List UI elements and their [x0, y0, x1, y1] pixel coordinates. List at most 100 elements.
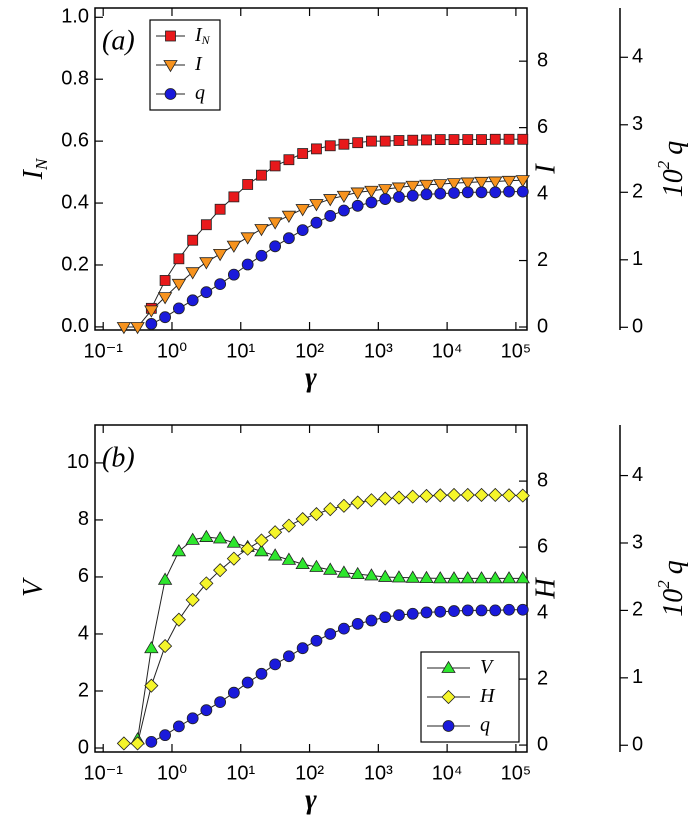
- y-tick-label: 4: [632, 464, 643, 486]
- marker: [159, 275, 171, 286]
- marker: [488, 487, 503, 503]
- legend-label: q: [195, 82, 205, 104]
- marker: [267, 548, 283, 561]
- marker: [503, 133, 515, 145]
- panel-label: (a): [102, 25, 135, 56]
- marker: [145, 318, 158, 330]
- marker: [323, 194, 338, 207]
- marker: [212, 531, 228, 544]
- x-tick-label: 10¹: [226, 762, 255, 784]
- marker: [448, 605, 460, 617]
- legend-label-main: V: [480, 656, 495, 678]
- marker: [338, 622, 350, 635]
- marker: [503, 185, 515, 198]
- marker: [501, 488, 517, 503]
- y-tick-label: 0: [78, 736, 89, 758]
- marker: [446, 178, 462, 191]
- marker: [434, 134, 446, 145]
- marker: [172, 720, 185, 733]
- marker: [254, 224, 269, 237]
- y-tick-label: 2: [78, 679, 89, 701]
- marker: [405, 489, 420, 504]
- y-axis-title: IN: [18, 157, 50, 180]
- y3-axis-title: 102 q: [654, 141, 690, 198]
- y-tick-label: 3: [632, 531, 643, 553]
- marker: [460, 177, 475, 190]
- x-tick-label: 10³: [364, 340, 393, 362]
- marker: [227, 686, 240, 699]
- y-tick-label: 0: [632, 734, 643, 756]
- marker: [309, 507, 324, 522]
- marker: [441, 689, 456, 705]
- marker: [269, 160, 281, 172]
- marker: [378, 569, 393, 582]
- legend-label-main: q: [480, 714, 490, 736]
- y-tick-label: 1: [632, 248, 643, 270]
- marker: [214, 278, 227, 290]
- marker: [173, 253, 185, 265]
- legend-label-main: H: [479, 685, 496, 707]
- marker: [489, 133, 501, 145]
- plot-frame: [94, 424, 528, 753]
- marker: [310, 634, 323, 647]
- legend-label-main: q: [195, 82, 205, 104]
- marker: [393, 135, 405, 146]
- marker: [461, 186, 474, 199]
- x-axis-title: γ: [305, 362, 317, 393]
- marker: [503, 603, 515, 616]
- x-tick-label: 10³: [364, 762, 393, 784]
- marker: [296, 224, 309, 236]
- marker: [309, 559, 324, 572]
- marker: [283, 154, 295, 166]
- marker: [405, 180, 420, 194]
- marker: [475, 186, 488, 199]
- panel-label: (b): [102, 442, 135, 473]
- y-tick-label: 0.6: [61, 129, 89, 151]
- marker: [365, 196, 378, 209]
- marker: [391, 570, 407, 583]
- y-tick-label: 6: [537, 116, 548, 138]
- marker: [489, 186, 502, 199]
- marker: [144, 678, 159, 693]
- marker: [350, 495, 365, 510]
- marker: [419, 179, 434, 193]
- marker: [515, 488, 530, 503]
- y-tick-label: 2: [537, 249, 548, 271]
- marker: [323, 502, 338, 517]
- marker: [406, 189, 419, 202]
- legend-label-main: I: [194, 24, 203, 46]
- marker: [157, 292, 173, 305]
- y-tick-label: 0: [537, 733, 548, 755]
- marker: [393, 609, 405, 622]
- y-tick-label: 4: [78, 622, 89, 644]
- marker: [144, 640, 159, 654]
- marker: [254, 544, 269, 557]
- marker: [488, 176, 503, 189]
- y-tick-label: 10: [67, 451, 89, 473]
- marker: [256, 169, 267, 181]
- marker: [488, 571, 503, 584]
- marker: [516, 603, 529, 616]
- marker: [310, 216, 323, 229]
- marker: [406, 607, 419, 620]
- marker: [281, 210, 297, 223]
- marker: [379, 193, 392, 205]
- marker: [462, 134, 474, 145]
- series-line: [151, 191, 523, 325]
- marker: [255, 667, 268, 680]
- y-tick-label: 8: [537, 469, 548, 491]
- marker: [324, 140, 336, 152]
- marker: [365, 614, 378, 627]
- marker: [351, 617, 364, 630]
- y2-axis-title: I: [530, 163, 561, 175]
- x-tick-label: 10⁻¹: [83, 762, 123, 784]
- marker: [407, 134, 419, 146]
- marker: [350, 187, 365, 200]
- marker: [185, 267, 200, 280]
- y3-axis-title-sup: 2: [654, 160, 673, 169]
- marker: [420, 188, 433, 201]
- marker: [297, 148, 309, 159]
- marker: [295, 511, 310, 527]
- marker: [391, 490, 407, 505]
- marker: [352, 137, 364, 149]
